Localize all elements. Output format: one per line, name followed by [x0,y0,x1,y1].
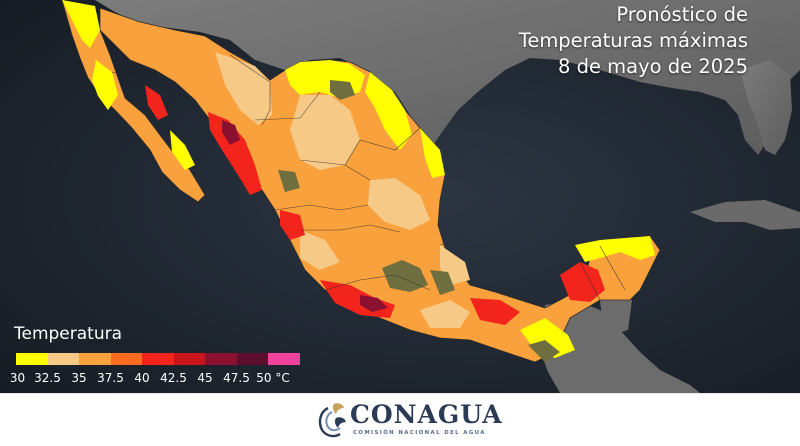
legend-label: 37.5 [97,371,124,385]
legend-swatch [236,353,268,365]
legend-label: 30 [9,371,26,385]
legend-label: 32.5 [34,371,61,385]
state-borders [111,54,626,301]
legend-swatch [16,353,48,365]
legend-swatch [79,353,111,365]
legend-label: 40 [134,371,150,385]
legend-swatch [205,353,237,365]
legend-swatch [173,353,205,365]
legend-labels: 30 32.5 35 37.5 40 42.5 45 47.5 50 °C [0,371,330,387]
belize-landmass [600,292,632,335]
map-title: Pronóstico de Temperaturas máximas 8 de … [519,2,748,80]
legend-swatch [47,353,79,365]
title-line-3: 8 de mayo de 2025 [558,55,748,78]
legend-label: 35 [71,371,87,385]
legend-color-bar [16,353,300,365]
baja-california [61,0,206,203]
legend-label: 50 °C [256,371,290,385]
legend-label: 42.5 [160,371,187,385]
footer [0,393,800,446]
legend-label: 45 [197,371,213,385]
legend-swatch [110,353,142,365]
legend-swatch [268,353,300,365]
zone-45c [222,120,388,312]
title-line-2: Temperaturas máximas [518,29,748,52]
usa-landmass [95,0,800,155]
central-america-landmass [540,300,700,393]
brand-name: CONAGUA [350,400,503,429]
cuba-landmass [690,200,800,230]
brand-subtitle: COMISIÓN NACIONAL DEL AGUA [353,430,486,436]
map-canvas [0,0,800,393]
title-line-1: Pronóstico de [616,3,748,26]
legend-label: 47.5 [223,371,250,385]
conagua-logo-icon [318,403,346,438]
zone-32c [215,52,470,328]
legend-swatch [142,353,174,365]
legend-title: Temperatura [14,324,123,344]
temperature-map [0,0,800,393]
florida-landmass [740,60,792,155]
